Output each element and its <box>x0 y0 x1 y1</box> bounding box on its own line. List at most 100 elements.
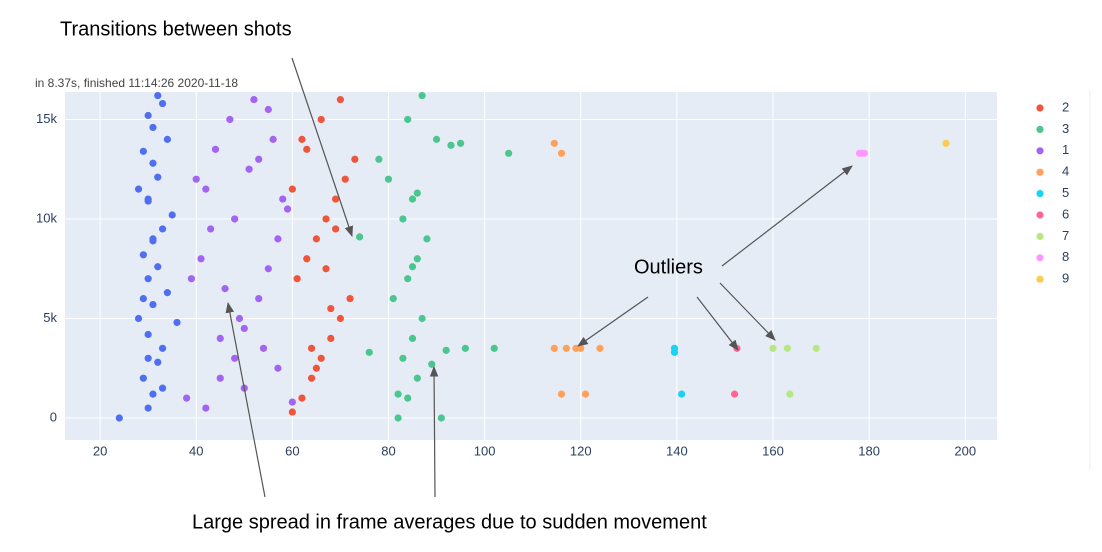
point <box>134 314 143 323</box>
point <box>408 334 417 342</box>
point <box>408 263 417 271</box>
point <box>769 344 777 352</box>
point <box>394 390 402 398</box>
legend-marker <box>1036 104 1044 112</box>
point <box>389 294 397 303</box>
point <box>149 300 157 309</box>
point <box>303 255 311 263</box>
legend-marker <box>1036 190 1044 198</box>
point <box>550 139 558 147</box>
point <box>505 149 513 157</box>
point <box>786 390 794 398</box>
point <box>144 275 152 283</box>
point <box>298 394 306 402</box>
point <box>596 344 604 352</box>
annotation: Outliers <box>634 256 703 278</box>
plot-area <box>65 92 997 440</box>
point <box>259 344 268 352</box>
point <box>557 390 566 398</box>
point <box>356 233 364 241</box>
point <box>812 344 820 352</box>
point <box>550 344 558 352</box>
point <box>221 285 229 293</box>
point <box>279 195 287 203</box>
point <box>447 141 455 149</box>
x-tick-label: 100 <box>474 443 496 458</box>
point <box>456 139 465 147</box>
y-tick-label: 0 <box>50 409 57 424</box>
point <box>115 414 123 422</box>
point <box>678 390 686 398</box>
point <box>562 344 570 352</box>
point <box>346 294 354 303</box>
point <box>312 364 320 372</box>
point <box>216 334 224 342</box>
point <box>307 344 316 352</box>
point <box>144 354 152 362</box>
point <box>490 344 498 352</box>
point <box>144 330 152 339</box>
point <box>670 344 679 352</box>
subtitle: in 8.37s, finished 11:14:26 2020-11-18 <box>35 76 238 90</box>
point <box>730 390 739 398</box>
point <box>274 235 282 243</box>
point <box>250 95 258 104</box>
point <box>211 145 220 153</box>
point <box>365 348 373 356</box>
point <box>327 334 335 342</box>
point <box>413 255 421 263</box>
legend-marker <box>1036 211 1044 219</box>
point <box>183 394 191 402</box>
point <box>418 91 426 100</box>
point <box>317 354 325 362</box>
point <box>154 91 162 100</box>
point <box>231 354 239 362</box>
point <box>187 275 196 283</box>
annotation: Large spread in frame averages due to su… <box>192 511 707 533</box>
legend-marker <box>1036 254 1044 262</box>
point <box>154 173 162 181</box>
point <box>207 225 215 233</box>
y-tick-label: 5k <box>43 310 57 325</box>
point <box>144 195 152 203</box>
point <box>163 135 171 143</box>
point <box>163 289 171 297</box>
point <box>154 263 162 271</box>
legend-label: 3 <box>1062 121 1069 136</box>
point <box>332 225 340 233</box>
point <box>408 195 417 203</box>
x-tick-label: 140 <box>666 443 688 458</box>
x-tick-label: 60 <box>285 443 299 458</box>
point <box>154 358 162 366</box>
point <box>307 374 316 382</box>
point <box>149 235 157 243</box>
legend-label: 5 <box>1062 185 1069 200</box>
arrows <box>225 57 853 498</box>
point <box>428 360 436 368</box>
point <box>942 139 950 147</box>
point <box>240 324 248 333</box>
point <box>274 364 282 372</box>
point <box>231 215 239 223</box>
point <box>192 175 200 183</box>
point <box>404 115 412 124</box>
point <box>312 235 320 243</box>
point <box>173 318 181 327</box>
x-tick-label: 120 <box>570 443 592 458</box>
point <box>461 344 469 352</box>
point <box>288 185 296 193</box>
legend-marker <box>1036 147 1044 155</box>
x-tick-label: 160 <box>762 443 784 458</box>
point <box>341 175 349 183</box>
legend-marker <box>1036 125 1044 133</box>
point <box>144 111 152 120</box>
point <box>144 404 152 412</box>
point <box>317 115 325 124</box>
point <box>418 314 426 323</box>
x-tick-label: 20 <box>93 443 107 458</box>
legend-label: 6 <box>1062 206 1069 221</box>
point <box>149 123 157 132</box>
point <box>202 185 210 193</box>
point <box>216 374 224 382</box>
